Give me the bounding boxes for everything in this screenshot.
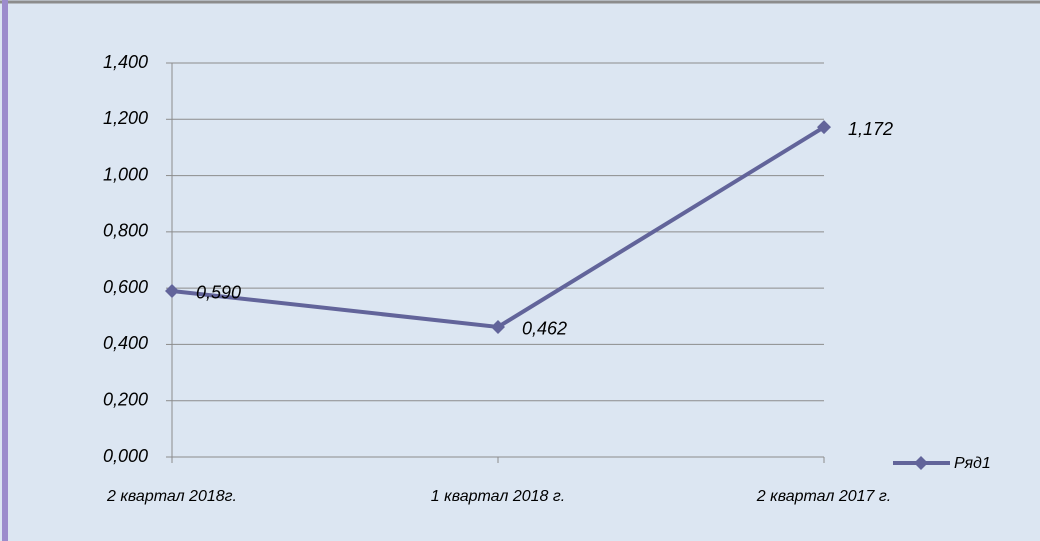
marker bbox=[817, 120, 831, 135]
y-tick-label: 1,000 bbox=[103, 164, 148, 184]
y-tick-label: 0,400 bbox=[103, 333, 148, 353]
legend-label: Ряд1 bbox=[954, 455, 991, 472]
legend-marker bbox=[914, 456, 928, 470]
y-tick-label: 0,800 bbox=[103, 221, 148, 241]
data-label: 0,462 bbox=[522, 319, 567, 339]
y-tick-label: 0,200 bbox=[103, 389, 148, 409]
y-tick-label: 0,600 bbox=[103, 277, 148, 297]
y-tick-label: 0,000 bbox=[103, 446, 148, 466]
data-label: 0,590 bbox=[196, 283, 241, 303]
marker bbox=[491, 319, 505, 334]
x-tick-label: 2 квартал 2018г. bbox=[106, 488, 237, 505]
y-tick-label: 1,400 bbox=[103, 52, 148, 72]
marker bbox=[165, 283, 179, 298]
x-tick-label: 1 квартал 2018 г. bbox=[431, 488, 565, 505]
y-tick-label: 1,200 bbox=[103, 108, 148, 128]
data-label: 1,172 bbox=[848, 119, 893, 139]
x-tick-label: 2 квартал 2017 г. bbox=[756, 488, 891, 505]
